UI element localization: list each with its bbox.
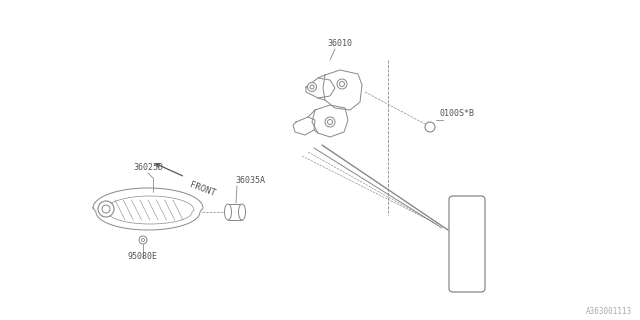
Text: 36035A: 36035A <box>235 176 265 185</box>
Ellipse shape <box>225 204 232 220</box>
Text: 95080E: 95080E <box>128 252 158 261</box>
Circle shape <box>139 236 147 244</box>
Circle shape <box>307 83 317 92</box>
Circle shape <box>328 119 333 124</box>
Circle shape <box>310 85 314 89</box>
Polygon shape <box>93 188 203 230</box>
Circle shape <box>337 79 347 89</box>
Circle shape <box>141 238 145 242</box>
Text: A363001113: A363001113 <box>586 307 632 316</box>
Polygon shape <box>293 117 315 135</box>
Text: 36025D: 36025D <box>133 163 163 172</box>
Polygon shape <box>306 78 335 98</box>
Ellipse shape <box>239 204 246 220</box>
Polygon shape <box>323 70 362 110</box>
Circle shape <box>339 82 344 86</box>
Circle shape <box>325 117 335 127</box>
Circle shape <box>102 205 110 213</box>
Text: FRONT: FRONT <box>188 180 216 198</box>
Circle shape <box>425 122 435 132</box>
Text: 36010: 36010 <box>328 39 353 48</box>
Polygon shape <box>312 105 348 137</box>
Circle shape <box>98 201 114 217</box>
Text: 0100S*B: 0100S*B <box>440 109 475 118</box>
FancyBboxPatch shape <box>449 196 485 292</box>
